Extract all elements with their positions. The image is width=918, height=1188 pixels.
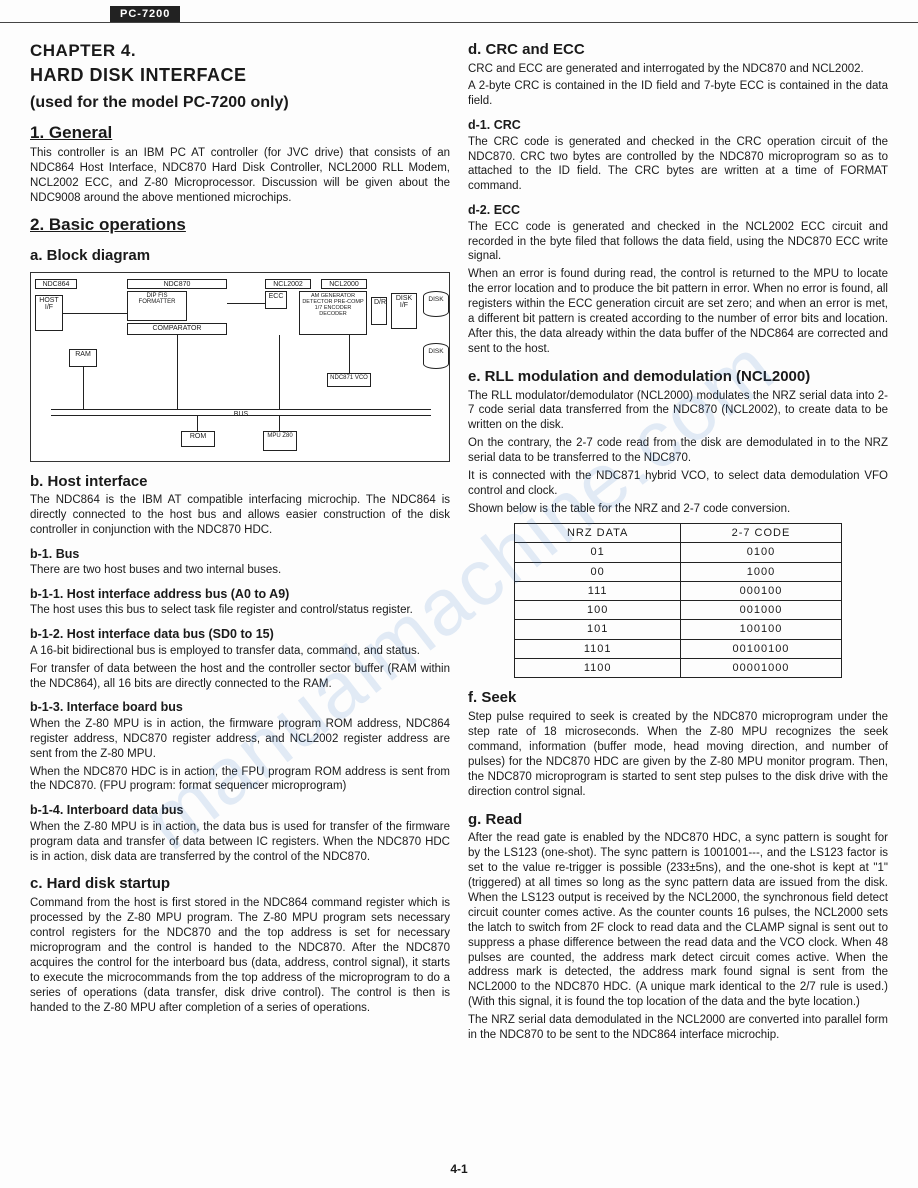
sec-d-heading: d. CRC and ECC [468, 40, 888, 60]
bd-ecc: ECC [265, 291, 287, 309]
sec-e-text4: Shown below is the table for the NRZ and… [468, 502, 888, 517]
horizontal-rule [0, 22, 918, 23]
bd-wire [279, 416, 280, 431]
bd-bus: BUS [51, 409, 431, 416]
bd-formatter: DIP FIS FORMATTER [127, 291, 187, 321]
sec-b1-text: There are two host buses and two interna… [30, 563, 450, 578]
sec-e-text2: On the contrary, the 2-7 code read from … [468, 436, 888, 466]
subtitle: (used for the model PC-7200 only) [30, 93, 450, 114]
sec-b12-heading: b-1-2. Host interface data bus (SD0 to 1… [30, 626, 450, 642]
td: 00 [515, 562, 681, 581]
sec-d2-text2: When an error is found during read, the … [468, 267, 888, 357]
sec-g-text1: After the read gate is enabled by the ND… [468, 831, 888, 1010]
sec-g-heading: g. Read [468, 810, 888, 830]
sec-b-heading: b. Host interface [30, 472, 450, 492]
sec-d-text2: A 2-byte CRC is contained in the ID fiel… [468, 79, 888, 109]
sec-e-text1: The RLL modulator/demodulator (NCL2000) … [468, 389, 888, 434]
bd-wire [279, 335, 280, 409]
sec-2-heading: 2. Basic operations [30, 214, 450, 236]
page-title: HARD DISK INTERFACE [30, 64, 450, 87]
sec-d2-heading: d-2. ECC [468, 202, 888, 218]
sec-e-heading: e. RLL modulation and demodulation (NCL2… [468, 367, 888, 387]
bd-vco: NDC871 VCO [327, 373, 371, 387]
bd-wire [197, 416, 198, 431]
block-diagram: NDC864 NDC870 NCL2002 NCL2000 HOST I/F D… [30, 272, 450, 462]
bd-comparator: COMPARATOR [127, 323, 227, 335]
model-tag: PC-7200 [110, 6, 180, 22]
sec-f-heading: f. Seek [468, 688, 888, 708]
table-row: NRZ DATA 2-7 CODE [515, 524, 842, 543]
sec-b12-text2: For transfer of data between the host an… [30, 662, 450, 692]
bd-wire [63, 313, 127, 314]
td: 101 [515, 620, 681, 639]
bd-dr: D/R [371, 297, 387, 325]
sec-g-text2: The NRZ serial data demodulated in the N… [468, 1013, 888, 1043]
sec-d1-heading: d-1. CRC [468, 117, 888, 133]
td: 1000 [681, 562, 842, 581]
sec-f-text: Step pulse required to seek is created b… [468, 710, 888, 800]
sec-b14-heading: b-1-4. Interboard data bus [30, 802, 450, 818]
table-row: 001000 [515, 562, 842, 581]
bd-ndc870: NDC870 [127, 279, 227, 289]
td: 0100 [681, 543, 842, 562]
bd-disk1: DISK [423, 291, 449, 317]
td: 00100100 [681, 639, 842, 658]
sec-1-text: This controller is an IBM PC AT controll… [30, 146, 450, 206]
bd-wire [83, 367, 84, 409]
bd-wire [177, 335, 178, 409]
table-row: 100001000 [515, 601, 842, 620]
bd-wire [349, 335, 350, 373]
sec-1-heading: 1. General [30, 122, 450, 144]
right-column: d. CRC and ECC CRC and ECC are generated… [468, 40, 888, 1046]
sec-c-text: Command from the host is first stored in… [30, 896, 450, 1016]
bd-host-if: HOST I/F [35, 295, 63, 331]
bd-ncl2002: NCL2002 [265, 279, 311, 289]
bd-wire [227, 303, 265, 304]
sec-e-text3: It is connected with the NDC871 hybrid V… [468, 469, 888, 499]
td: 1100 [515, 659, 681, 678]
bd-amgen: AM GENERATOR DETECTOR PRE-COMP 1/7 ENCOD… [299, 291, 367, 335]
th-nrz: NRZ DATA [515, 524, 681, 543]
sec-c-heading: c. Hard disk startup [30, 874, 450, 894]
table-row: 111000100 [515, 581, 842, 600]
sec-d1-text: The CRC code is generated and checked in… [468, 135, 888, 195]
td: 00001000 [681, 659, 842, 678]
th-code: 2-7 CODE [681, 524, 842, 543]
sec-b13-text2: When the NDC870 HDC is in action, the FP… [30, 765, 450, 795]
bd-rom: ROM [181, 431, 215, 447]
bd-ncl2000: NCL2000 [321, 279, 367, 289]
sec-d-text1: CRC and ECC are generated and interrogat… [468, 62, 888, 77]
td: 000100 [681, 581, 842, 600]
sec-b11-text: The host uses this bus to select task fi… [30, 603, 450, 618]
sec-b11-heading: b-1-1. Host interface address bus (A0 to… [30, 586, 450, 602]
sec-d2-text1: The ECC code is generated and checked in… [468, 220, 888, 265]
sec-b13-heading: b-1-3. Interface board bus [30, 699, 450, 715]
td: 01 [515, 543, 681, 562]
table-row: 010100 [515, 543, 842, 562]
bd-mpu: MPU Z80 [263, 431, 297, 451]
sec-b1-heading: b-1. Bus [30, 546, 450, 562]
sec-b14-text: When the Z-80 MPU is in action, the data… [30, 820, 450, 865]
bd-ram: RAM [69, 349, 97, 367]
td: 1101 [515, 639, 681, 658]
sec-b13-text1: When the Z-80 MPU is in action, the firm… [30, 717, 450, 762]
td: 100100 [681, 620, 842, 639]
table-row: 101100100 [515, 620, 842, 639]
td: 111 [515, 581, 681, 600]
td: 100 [515, 601, 681, 620]
sec-a-heading: a. Block diagram [30, 246, 450, 266]
bd-disk-if: DISK I/F [391, 293, 417, 329]
sec-b-text: The NDC864 is the IBM AT compatible inte… [30, 493, 450, 538]
sec-b12-text1: A 16-bit bidirectional bus is employed t… [30, 644, 450, 659]
td: 001000 [681, 601, 842, 620]
bd-disk2: DISK [423, 343, 449, 369]
left-column: CHAPTER 4. HARD DISK INTERFACE (used for… [30, 40, 450, 1046]
table-row: 110000001000 [515, 659, 842, 678]
bd-ndc864: NDC864 [35, 279, 77, 289]
chapter-heading: CHAPTER 4. [30, 40, 450, 62]
table-row: 110100100100 [515, 639, 842, 658]
two-column-layout: CHAPTER 4. HARD DISK INTERFACE (used for… [30, 40, 888, 1046]
nrz-table: NRZ DATA 2-7 CODE 010100 001000 11100010… [514, 523, 842, 678]
page-number: 4-1 [450, 1162, 467, 1178]
